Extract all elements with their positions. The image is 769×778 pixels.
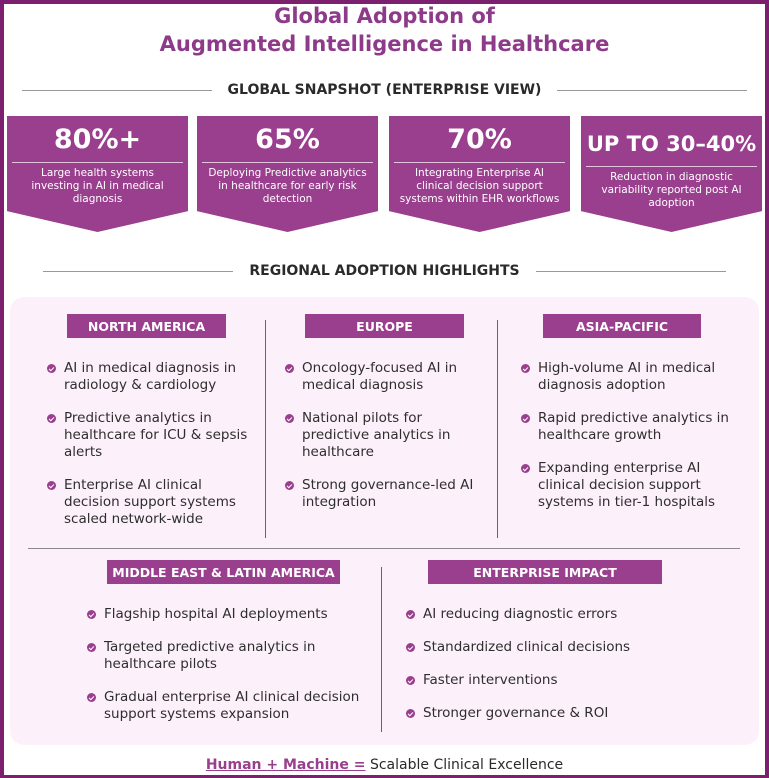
- check-circle-icon: [521, 464, 530, 473]
- stat-value: UP TO 30–40%: [586, 132, 757, 156]
- check-circle-icon: [87, 643, 96, 652]
- region-header-asia-pacific: ASIA-PACIFIC: [543, 314, 701, 338]
- stat-card: 80%+ Large health systems investing in AI…: [7, 116, 188, 232]
- list-item: National pilots for predictive analytics…: [285, 410, 480, 461]
- list-item: Expanding enterprise AI clinical decisio…: [521, 460, 736, 511]
- stat-card: 65% Deploying Predictive analytics in hea…: [197, 116, 378, 232]
- region-header-north-america: NORTH AMERICA: [67, 314, 226, 338]
- divider: [202, 162, 373, 163]
- divider: [43, 270, 234, 272]
- check-circle-icon: [285, 364, 294, 373]
- list-item: Gradual enterprise AI clinical decision …: [87, 689, 367, 723]
- regional-panel: [10, 297, 759, 745]
- check-circle-icon: [285, 414, 294, 423]
- divider: [12, 162, 183, 163]
- list-item-text: Rapid predictive analytics in healthcare…: [538, 410, 729, 443]
- row-divider: [28, 548, 740, 549]
- list-item: Strong governance-led AI integration: [285, 477, 480, 511]
- check-circle-icon: [521, 414, 530, 423]
- footer-text: Scalable Clinical Excellence: [369, 757, 564, 773]
- list-item: Rapid predictive analytics in healthcare…: [521, 410, 736, 444]
- region-header-europe: EUROPE: [305, 314, 464, 338]
- list-item-text: National pilots for predictive analytics…: [302, 410, 451, 460]
- list-item: Standardized clinical decisions: [406, 639, 686, 656]
- list-item-text: Gradual enterprise AI clinical decision …: [104, 689, 360, 722]
- stat-card: 70% Integrating Enterprise AI clinical de…: [389, 116, 570, 232]
- title-line-1: Global Adoption of: [274, 4, 495, 28]
- regional-heading: REGIONAL ADOPTION HIGHLIGHTS: [0, 263, 769, 279]
- check-circle-icon: [47, 364, 56, 373]
- check-circle-icon: [406, 676, 415, 685]
- region-list-middle-east-latin-america: Flagship hospital AI deployments Targeted…: [87, 606, 367, 739]
- title-line-2: Augmented Intelligence in Healthcare: [159, 32, 610, 56]
- check-circle-icon: [87, 610, 96, 619]
- region-header-middle-east-latin-america: MIDDLE EAST & LATIN AMERICA: [107, 560, 340, 584]
- stat-description: Integrating Enterprise AI clinical decis…: [399, 167, 560, 205]
- list-item: AI reducing diagnostic errors: [406, 606, 686, 623]
- list-item-text: High-volume AI in medical diagnosis adop…: [538, 360, 716, 393]
- check-circle-icon: [521, 364, 530, 373]
- list-item-text: Faster interventions: [423, 672, 558, 688]
- list-item: Oncology-focused AI in medical diagnosis: [285, 360, 480, 394]
- stat-description: Large health systems investing in AI in …: [31, 167, 164, 205]
- list-item: Targeted predictive analytics in healthc…: [87, 639, 367, 673]
- list-item-text: Oncology-focused AI in medical diagnosis: [302, 360, 458, 393]
- region-header-enterprise-impact: ENTERPRISE IMPACT: [428, 560, 662, 584]
- list-item-text: Expanding enterprise AI clinical decisio…: [538, 460, 716, 510]
- check-circle-icon: [47, 414, 56, 423]
- list-item-text: Stronger governance & ROI: [423, 705, 609, 721]
- list-item: Flagship hospital AI deployments: [87, 606, 367, 623]
- check-circle-icon: [285, 481, 294, 490]
- region-list-enterprise-impact: AI reducing diagnostic errors Standardize…: [406, 606, 686, 738]
- divider: [21, 89, 212, 91]
- stat-value: 70%: [447, 124, 512, 155]
- list-item: Stronger governance & ROI: [406, 705, 686, 722]
- check-circle-icon: [47, 481, 56, 490]
- list-item: Enterprise AI clinical decision support …: [47, 477, 257, 528]
- stat-value: 65%: [255, 124, 320, 155]
- column-divider: [381, 567, 382, 732]
- snapshot-heading: GLOBAL SNAPSHOT (ENTERPRISE VIEW): [0, 82, 769, 98]
- list-item-text: Flagship hospital AI deployments: [104, 606, 328, 622]
- regional-heading-text: REGIONAL ADOPTION HIGHLIGHTS: [249, 263, 520, 279]
- list-item-text: Predictive analytics in healthcare for I…: [64, 410, 248, 460]
- list-item-text: Strong governance-led AI integration: [302, 477, 474, 510]
- column-divider: [497, 320, 498, 538]
- divider: [586, 166, 757, 167]
- list-item-text: Enterprise AI clinical decision support …: [64, 477, 236, 527]
- divider: [557, 89, 748, 91]
- stat-description: Reduction in diagnostic variability repo…: [601, 171, 742, 209]
- region-list-asia-pacific: High-volume AI in medical diagnosis adop…: [521, 360, 736, 527]
- stat-description: Deploying Predictive analytics in health…: [208, 167, 367, 205]
- check-circle-icon: [406, 643, 415, 652]
- divider: [394, 162, 565, 163]
- check-circle-icon: [406, 709, 415, 718]
- column-divider: [265, 320, 266, 538]
- list-item-text: AI in medical diagnosis in radiology & c…: [64, 360, 237, 393]
- footer-emphasis: Human + Machine =: [205, 757, 366, 773]
- list-item-text: Targeted predictive analytics in healthc…: [104, 639, 316, 672]
- list-item-text: AI reducing diagnostic errors: [423, 606, 618, 622]
- snapshot-heading-text: GLOBAL SNAPSHOT (ENTERPRISE VIEW): [227, 82, 542, 98]
- divider: [535, 270, 726, 272]
- list-item: AI in medical diagnosis in radiology & c…: [47, 360, 257, 394]
- stat-card: UP TO 30–40% Reduction in diagnostic vari…: [581, 116, 762, 232]
- list-item-text: Standardized clinical decisions: [423, 639, 631, 655]
- footer-tagline: Human + Machine = Scalable Clinical Exce…: [0, 757, 769, 773]
- list-item: Predictive analytics in healthcare for I…: [47, 410, 257, 461]
- list-item: High-volume AI in medical diagnosis adop…: [521, 360, 736, 394]
- list-item: Faster interventions: [406, 672, 686, 689]
- stat-value: 80%+: [53, 124, 142, 155]
- region-list-north-america: AI in medical diagnosis in radiology & c…: [47, 360, 257, 544]
- region-list-europe: Oncology-focused AI in medical diagnosis…: [285, 360, 480, 527]
- check-circle-icon: [87, 693, 96, 702]
- check-circle-icon: [406, 610, 415, 619]
